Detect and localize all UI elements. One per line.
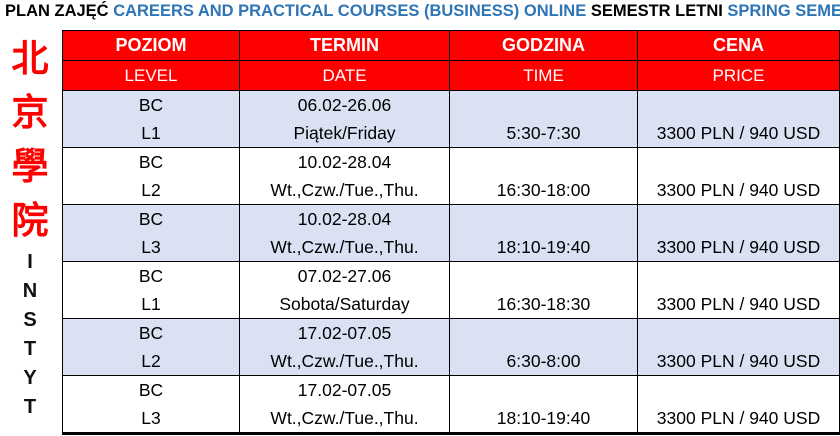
days-cell: Wt.,Czw./Tue.,Thu.	[239, 404, 450, 434]
time-cell: 18:10-19:40	[449, 375, 638, 434]
time-cell: 5:30-7:30	[449, 90, 638, 148]
price-cell: 3300 PLN / 940 USD	[637, 318, 840, 376]
sublevel-cell: L2	[62, 176, 240, 205]
price-cell: 3300 PLN / 940 USD	[637, 261, 840, 319]
days-cell: Wt.,Czw./Tue.,Thu.	[239, 233, 450, 262]
hanzi-char-bei: 北	[11, 37, 49, 80]
sublevel-cell: L3	[62, 404, 240, 434]
level-cell: BC	[62, 261, 240, 290]
table-row: L2 Wt.,Czw./Tue.,Thu.	[62, 347, 840, 376]
header-time: TIME	[449, 60, 638, 91]
dates-cell: 17.02-07.05	[239, 375, 450, 404]
header-poziom: POZIOM	[62, 30, 240, 61]
table-row: L1 Sobota/Saturday	[62, 290, 840, 319]
price-cell: 3300 PLN / 940 USD	[637, 147, 840, 205]
header-godzina: GODZINA	[449, 30, 638, 61]
days-cell: Piątek/Friday	[239, 119, 450, 148]
dates-cell: 10.02-28.04	[239, 204, 450, 233]
level-cell: BC	[62, 318, 240, 347]
dates-cell: 17.02-07.05	[239, 318, 450, 347]
table-header: POZIOM TERMIN GODZINA CENA LEVEL DATE TI…	[62, 30, 840, 91]
table-row: L2 Wt.,Czw./Tue.,Thu.	[62, 176, 840, 205]
header-termin: TERMIN	[239, 30, 450, 61]
table-row: BC 06.02-26.06 5:30-7:30 3300 PLN / 940 …	[62, 90, 840, 148]
acronym-letter: S	[23, 309, 37, 331]
days-cell: Wt.,Czw./Tue.,Thu.	[239, 176, 450, 205]
vertical-brand-sidebar: 北 京 學 院 I N S T Y T	[0, 32, 60, 422]
hanzi-char-jing: 京	[11, 91, 49, 134]
title-course-name: CAREERS AND PRACTICAL COURSES (BUSINESS)…	[113, 2, 591, 20]
time-cell: 16:30-18:00	[449, 147, 638, 205]
sublevel-cell: L3	[62, 233, 240, 262]
acronym-letter: T	[23, 338, 37, 360]
acronym-letter: T	[23, 396, 37, 418]
hanzi-char-yuan: 院	[11, 199, 49, 242]
level-cell: BC	[62, 375, 240, 404]
title-spring-semester: SPRING SEMESTER 2026	[727, 2, 840, 20]
table-row: L1 Piątek/Friday	[62, 119, 840, 148]
acronym-letter: Y	[23, 367, 37, 389]
sublevel-cell: L2	[62, 347, 240, 376]
table-row: BC 10.02-28.04 16:30-18:00 3300 PLN / 94…	[62, 147, 840, 205]
level-cell: BC	[62, 90, 240, 119]
header-price: PRICE	[637, 60, 840, 91]
hanzi-char-xue: 學	[11, 145, 49, 188]
header-level: LEVEL	[62, 60, 240, 91]
price-cell: 3300 PLN / 940 USD	[637, 375, 840, 434]
sublevel-cell: L1	[62, 119, 240, 148]
header-cena: CENA	[637, 30, 840, 61]
schedule-table: POZIOM TERMIN GODZINA CENA LEVEL DATE TI…	[62, 30, 840, 435]
time-cell: 18:10-19:40	[449, 204, 638, 262]
sublevel-cell: L1	[62, 290, 240, 319]
price-cell: 3300 PLN / 940 USD	[637, 204, 840, 262]
title-semestr-letni: SEMESTR LETNI	[590, 2, 728, 20]
days-cell: Sobota/Saturday	[239, 290, 450, 319]
table-row: L3 Wt.,Czw./Tue.,Thu.	[62, 404, 840, 434]
price-cell: 3300 PLN / 940 USD	[637, 90, 840, 148]
days-cell: Wt.,Czw./Tue.,Thu.	[239, 347, 450, 376]
header-date: DATE	[239, 60, 450, 91]
dates-cell: 10.02-28.04	[239, 147, 450, 176]
acronym-letter: I	[27, 251, 33, 273]
acronym-letter: N	[22, 280, 38, 302]
time-cell: 6:30-8:00	[449, 318, 638, 376]
table-row: BC 07.02-27.06 16:30-18:30 3300 PLN / 94…	[62, 261, 840, 319]
dates-cell: 06.02-26.06	[239, 90, 450, 119]
table-row: BC 17.02-07.05 6:30-8:00 3300 PLN / 940 …	[62, 318, 840, 376]
title-plan-zajec: PLAN ZAJĘĆ	[5, 2, 114, 20]
page-title: PLAN ZAJĘĆ CAREERS AND PRACTICAL COURSES…	[5, 2, 840, 21]
level-cell: BC	[62, 147, 240, 176]
table-row: BC 10.02-28.04 18:10-19:40 3300 PLN / 94…	[62, 204, 840, 262]
level-cell: BC	[62, 204, 240, 233]
table-row: BC 17.02-07.05 18:10-19:40 3300 PLN / 94…	[62, 375, 840, 434]
table-row: L3 Wt.,Czw./Tue.,Thu.	[62, 233, 840, 262]
time-cell: 16:30-18:30	[449, 261, 638, 319]
dates-cell: 07.02-27.06	[239, 261, 450, 290]
